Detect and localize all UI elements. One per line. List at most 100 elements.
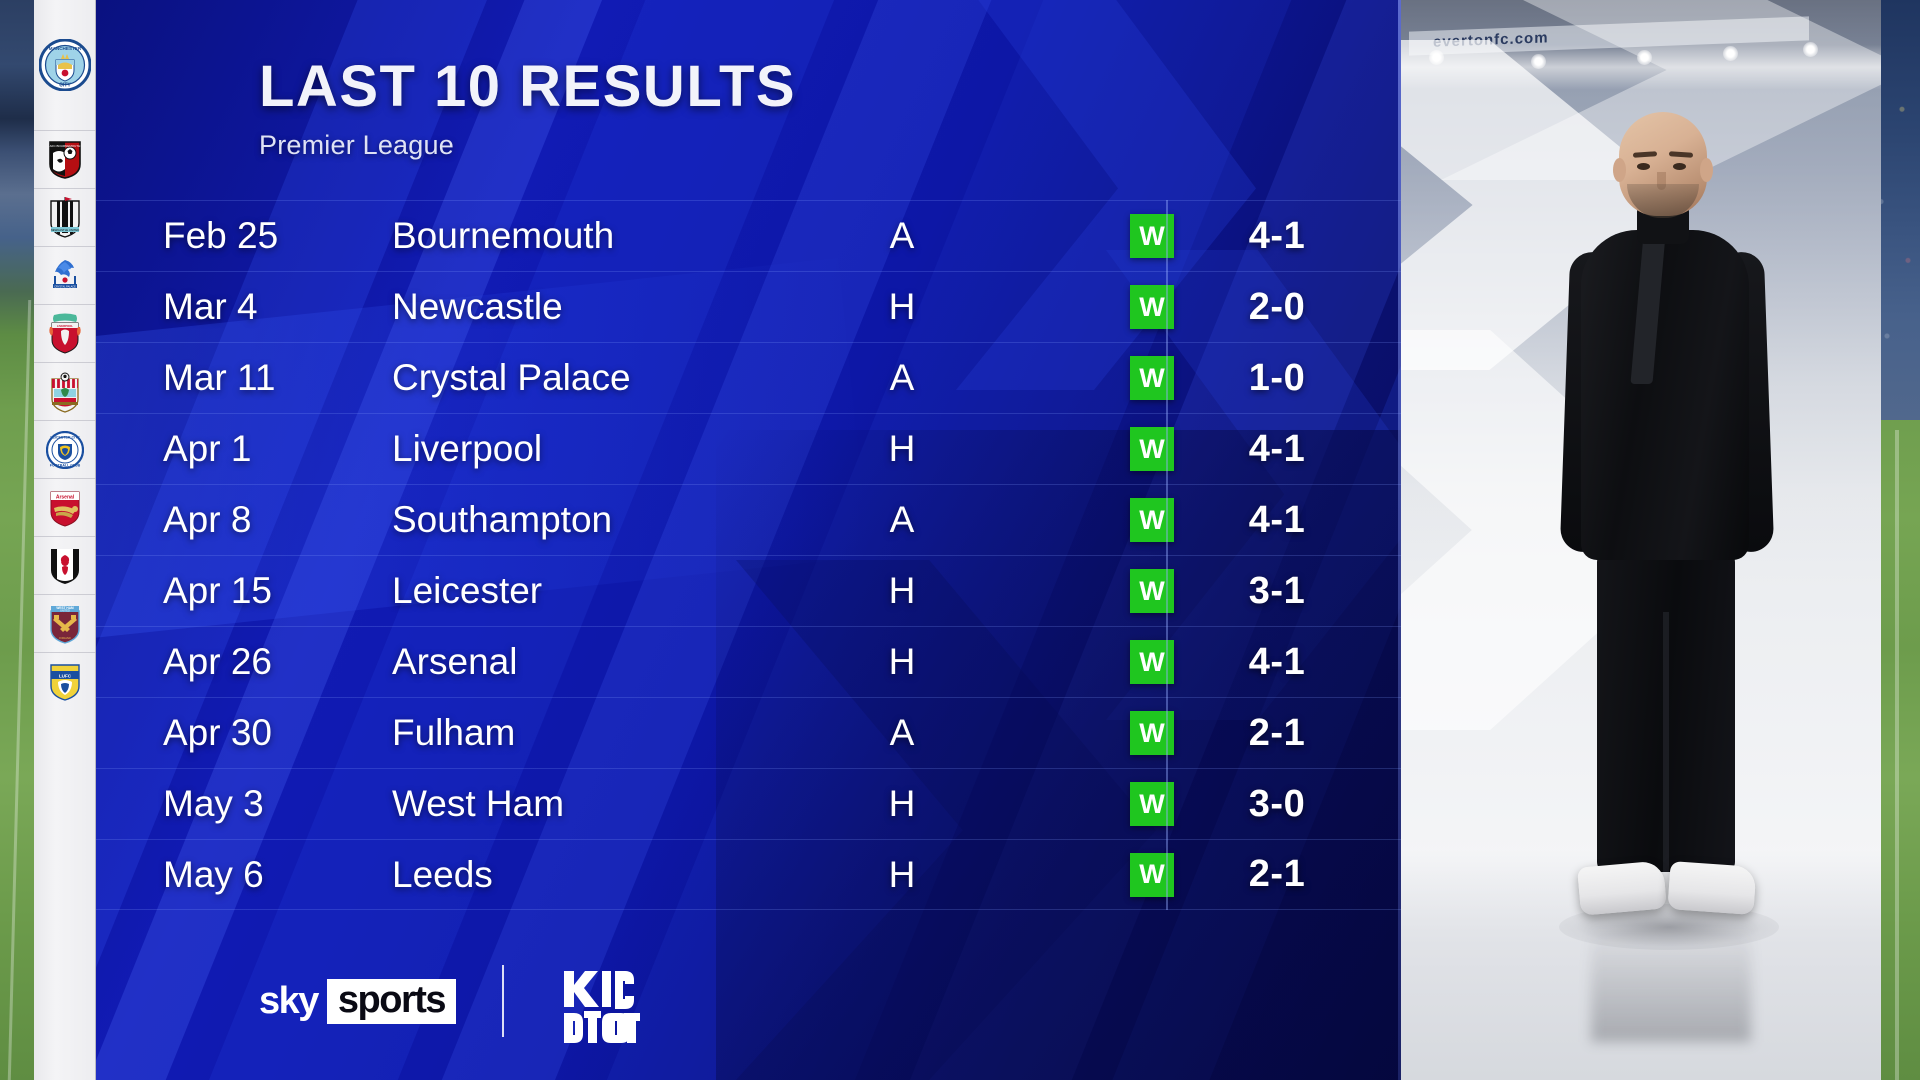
status-badge: W [1130,640,1174,684]
figure-torso [1581,230,1749,560]
club-crest-rail: MANCHESTER CITY AFC BOURNEMOUTH [33,0,96,1080]
status-badge: W [1130,214,1174,258]
crest-liverpool: LIVERPOOL [33,304,96,362]
table-row[interactable]: May 6 Leeds H W 2-1 [96,839,1401,910]
results-panel: LAST 10 RESULTS Premier League Feb 25 Bou… [96,0,1401,1080]
footer-logos: sky sports [259,955,642,1047]
svg-text:LIVERPOOL: LIVERPOOL [56,324,72,328]
svg-text:LUFC: LUFC [58,673,71,678]
column-divider [1166,200,1168,910]
table-row[interactable]: May 3 West Ham H W 3-0 [96,768,1401,839]
result-venue: A [889,712,915,753]
result-opponent: Fulham [392,712,516,753]
result-outcome-cell: W [1102,782,1202,826]
result-score: 2-0 [1248,285,1306,328]
result-opponent: Leeds [392,853,493,895]
result-date: Feb 25 [163,215,279,256]
manager-figure [1551,112,1781,1042]
result-venue: H [888,428,916,469]
result-score: 4-1 [1248,427,1306,470]
crest-leeds: LUFC [33,652,96,710]
result-score: 2-1 [1248,853,1306,895]
crest-manchester-city: MANCHESTER CITY [34,0,96,130]
figure-ear [1700,158,1713,182]
panel-right-edge [1398,0,1401,1080]
sky-sports-logo: sky sports [259,978,457,1024]
floodlight [1637,50,1652,65]
sports-wordmark: sports [326,978,457,1024]
competition-subtitle: Premier League [259,130,454,160]
liverpool-crest: LIVERPOOL [48,313,81,354]
table-row[interactable]: Apr 26 Arsenal H W 4-1 [96,626,1401,697]
results-table: Feb 25 Bournemouth A W 4-1 Mar 4 Newcastle H W 2-… [96,200,1401,910]
status-badge: W [1130,498,1174,542]
table-row[interactable]: Apr 1 Liverpool H W 4-1 [96,413,1401,484]
table-row[interactable]: Mar 11 Crystal Palace A W 1-0 [96,342,1401,413]
table-row[interactable]: Apr 8 Southampton A W 4-1 [96,484,1401,555]
result-score: 4-1 [1248,640,1306,683]
result-date: May 3 [163,783,264,824]
sky-wordmark: sky [259,979,319,1022]
figure-shoe [1577,860,1667,916]
result-outcome-cell: W [1102,852,1202,897]
status-badge: W [1130,569,1174,613]
result-score: 4-1 [1248,498,1306,541]
result-venue: H [888,783,916,824]
table-row[interactable]: Apr 30 Fulham A W 2-1 [96,697,1401,768]
figure-nose [1657,172,1666,190]
status-badge: W [1130,427,1174,471]
crest-crystal-palace: CRYSTAL PALACE [33,246,96,304]
southampton-crest [50,372,79,413]
svg-text:NEWCASTLE UNITED: NEWCASTLE UNITED [50,228,79,232]
manager-photo-block: evertonfc.com [1401,0,1881,1080]
kick-it-out-icon [564,971,641,1043]
result-venue: A [889,499,915,540]
floodlight [1803,42,1818,57]
crest-leicester: LEICESTER CITY FOOTBALL CLUB [33,420,96,478]
result-outcome-cell: W [1102,569,1202,613]
result-outcome-cell: W [1102,498,1202,542]
result-venue: H [888,853,916,895]
floodlight [1723,46,1738,61]
table-row[interactable]: Feb 25 Bournemouth A W 4-1 [96,200,1401,271]
table-row[interactable]: Mar 4 Newcastle H W 2-0 [96,271,1401,342]
status-badge: W [1130,285,1174,329]
table-row[interactable]: Apr 15 Leicester H W 3-1 [96,555,1401,626]
svg-text:WEST HAM: WEST HAM [56,606,74,610]
result-venue: A [889,357,915,398]
crystal-palace-crest: CRYSTAL PALACE [52,259,77,288]
arsenal-crest: Arsenal [50,491,79,527]
result-score: 4-1 [1248,214,1306,257]
logo-separator [502,965,505,1037]
svg-text:FOOTBALL CLUB: FOOTBALL CLUB [49,463,80,467]
svg-text:CRYSTAL PALACE: CRYSTAL PALACE [54,285,76,288]
svg-text:CITY: CITY [59,83,71,89]
status-badge: W [1130,782,1174,826]
fulham-crest [50,548,79,584]
status-badge: W [1130,356,1174,400]
figure-leg-split [1663,612,1669,872]
result-opponent: Leicester [392,570,543,611]
manchester-city-crest: MANCHESTER CITY [38,39,91,91]
west-ham-crest: WEST HAM UNITED FOREVER [49,605,80,644]
result-date: Apr 8 [163,499,252,540]
page-title: LAST 10 RESULTS [259,54,797,119]
status-badge: W [1130,852,1174,897]
floodlight [1531,54,1546,69]
figure-eye [1637,163,1650,170]
svg-text:FOREVER: FOREVER [59,637,71,640]
result-score: 3-0 [1248,782,1306,825]
pitch-line [1895,430,1899,1080]
kick-it-out-logo [550,955,642,1047]
crest-bournemouth: AFC BOURNEMOUTH [33,130,96,188]
crest-fulham [33,536,96,594]
svg-text:MANCHESTER: MANCHESTER [48,46,81,51]
result-date: Apr 15 [163,570,273,611]
result-outcome-cell: W [1102,214,1202,258]
svg-text:LEICESTER CITY: LEICESTER CITY [50,435,80,439]
result-venue: H [888,286,916,327]
result-outcome-cell: W [1102,711,1202,755]
result-opponent: Newcastle [392,286,563,327]
result-opponent: Liverpool [392,428,543,469]
